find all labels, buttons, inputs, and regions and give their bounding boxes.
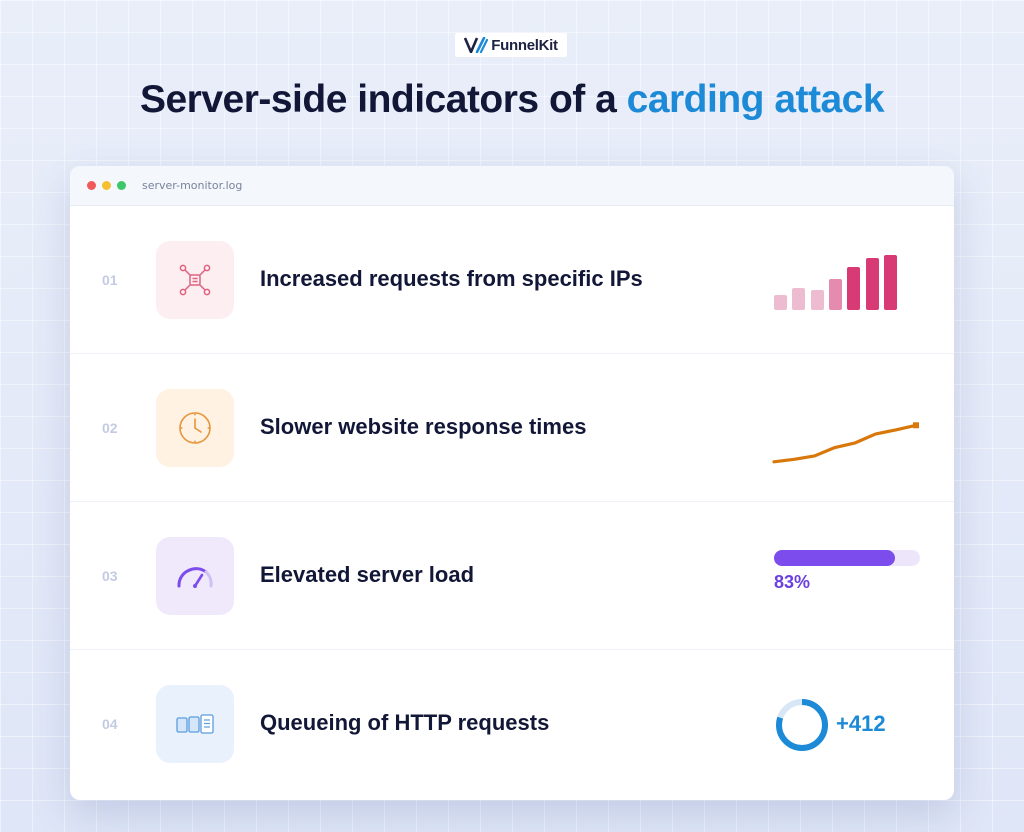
request-queue-meter: +412 [774,697,934,753]
maximize-window-button[interactable] [117,181,126,190]
indicator-list: 01 Increased requests from specific IPs [70,206,954,798]
window-file-name: server-monitor.log [142,179,243,192]
request-bar-chart [774,254,906,310]
indicator-number: 03 [102,568,118,584]
indicator-title: Queueing of HTTP requests [260,710,550,735]
request-bar [774,295,787,310]
server-monitor-window: server-monitor.log 01 Incr [70,166,954,800]
funnelkit-logo-icon [464,37,489,53]
request-bar [883,255,897,310]
clock-icon [179,412,211,444]
indicator-title: Elevated server load [260,562,475,587]
server-load-fill [774,550,895,566]
indicator-row-server-load: 03 Elevated server load [70,502,954,650]
request-bar [828,279,842,310]
queue-donut-chart [776,699,828,751]
indicator-row-response-times: 02 Slower website response times [70,354,954,502]
indicator-icon-tile [156,537,234,615]
indicator-icon-tile [156,685,234,763]
page-title-accent: carding attack [626,78,885,121]
brand-logo: FunnelKit [455,33,567,57]
response-time-trend-chart [772,422,919,464]
queue-donut-arc [776,699,828,751]
trend-end-marker [913,422,919,429]
indicator-icon-tile [156,241,234,319]
request-bar [865,258,879,310]
indicator-number: 02 [102,420,118,436]
window-titlebar: server-monitor.log [70,166,954,206]
minimize-window-button[interactable] [102,181,111,190]
indicator-row-ip-requests: 01 Increased requests from specific IPs [70,206,954,354]
close-window-button[interactable] [87,181,96,190]
page-title: Server-side indicators of a carding atta… [0,78,1024,122]
network-icon [179,264,211,296]
indicator-row-http-queue: 04 Queueing of HTTP requests [70,650,954,798]
trend-line [772,423,918,464]
indicator-number: 04 [102,716,118,732]
page-title-main: Server-side indicators of a [139,78,627,121]
indicator-number: 01 [102,272,118,288]
request-bar [810,290,824,310]
queue-count: +412 [836,711,886,736]
indicator-title: Increased requests from specific IPs [260,266,643,291]
request-bar [792,288,806,310]
brand-name: FunnelKit [491,36,558,54]
request-bar [847,267,861,310]
gauge-icon [177,567,213,588]
queue-icon [176,714,214,734]
indicator-icon-tile [156,389,234,467]
indicator-title: Slower website response times [260,414,587,439]
server-load-percent: 83% [774,572,811,592]
